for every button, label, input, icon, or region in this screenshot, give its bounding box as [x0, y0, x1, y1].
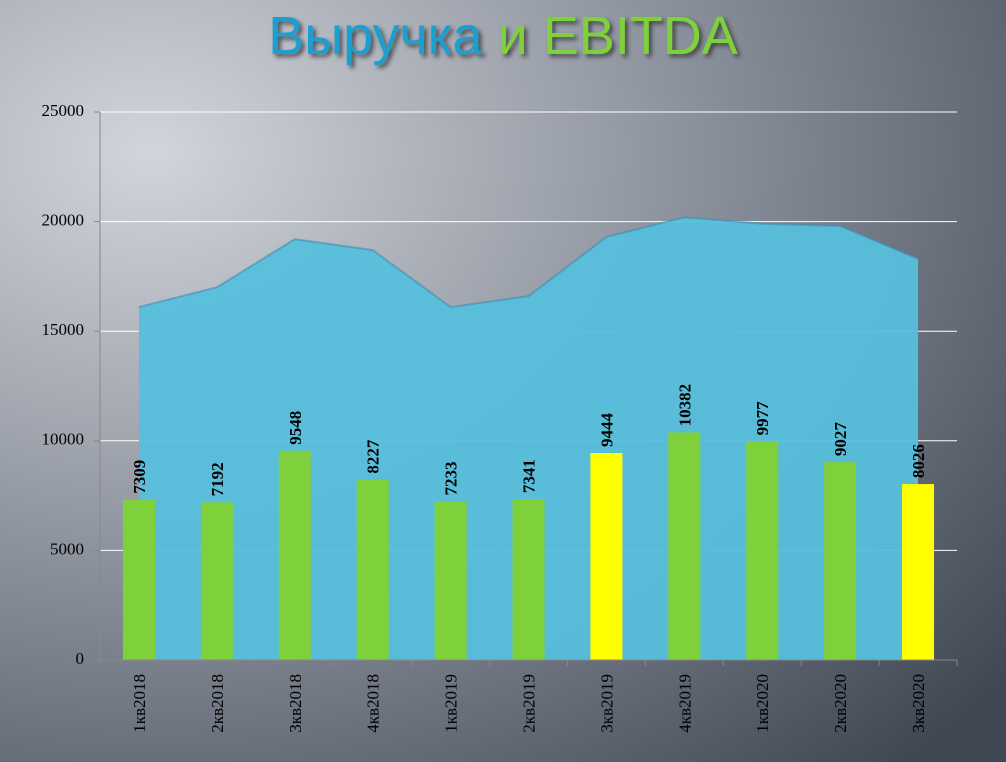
x-tick-label: 1кв2019: [442, 674, 461, 733]
value-label: 9548: [286, 411, 305, 445]
chart-title: Выручка и EBITDA: [268, 6, 737, 66]
y-tick-label: 5000: [50, 539, 84, 558]
bar: [200, 502, 233, 660]
x-tick-label: 3кв2019: [597, 674, 616, 733]
y-tick-label: 10000: [42, 430, 85, 449]
value-label: 7233: [442, 461, 461, 495]
bar: [824, 462, 857, 660]
value-label: 9977: [753, 401, 772, 436]
area: [138, 217, 919, 660]
y-tick-label: 20000: [42, 211, 85, 230]
x-tick-label: 4кв2019: [675, 674, 694, 733]
bar: [122, 499, 155, 660]
bar: [668, 432, 701, 660]
bar: [902, 484, 935, 660]
x-tick-label: 1кв2020: [753, 674, 772, 733]
bar: [434, 501, 467, 660]
x-tick-label: 4кв2018: [364, 674, 383, 733]
bar: [512, 499, 545, 660]
value-label: 9027: [831, 422, 850, 457]
bar: [278, 450, 311, 660]
title-part: Выручка: [268, 6, 483, 66]
value-label: 7309: [130, 460, 149, 494]
value-label: 8227: [364, 439, 383, 474]
bar: [590, 452, 623, 660]
x-tick-label: 1кв2018: [130, 674, 149, 733]
bar: [746, 441, 779, 660]
y-tick-label: 15000: [42, 320, 85, 339]
x-tick-label: 3кв2018: [286, 674, 305, 733]
x-tick-label: 3кв2020: [909, 674, 928, 733]
bar: [356, 479, 389, 660]
title-part: и EBITDA: [498, 6, 738, 66]
x-tick-label: 2кв2018: [208, 674, 227, 733]
value-label: 7341: [520, 459, 539, 493]
y-tick-label: 0: [76, 649, 85, 668]
y-tick-label: 25000: [42, 101, 85, 120]
value-label: 9444: [597, 412, 616, 447]
value-label: 8026: [909, 444, 928, 478]
value-label: 7192: [208, 462, 227, 496]
area-edge: [138, 216, 919, 309]
x-tick-label: 2кв2020: [831, 674, 850, 733]
x-tick-label: 2кв2019: [520, 674, 539, 733]
value-label: 10382: [675, 384, 694, 427]
